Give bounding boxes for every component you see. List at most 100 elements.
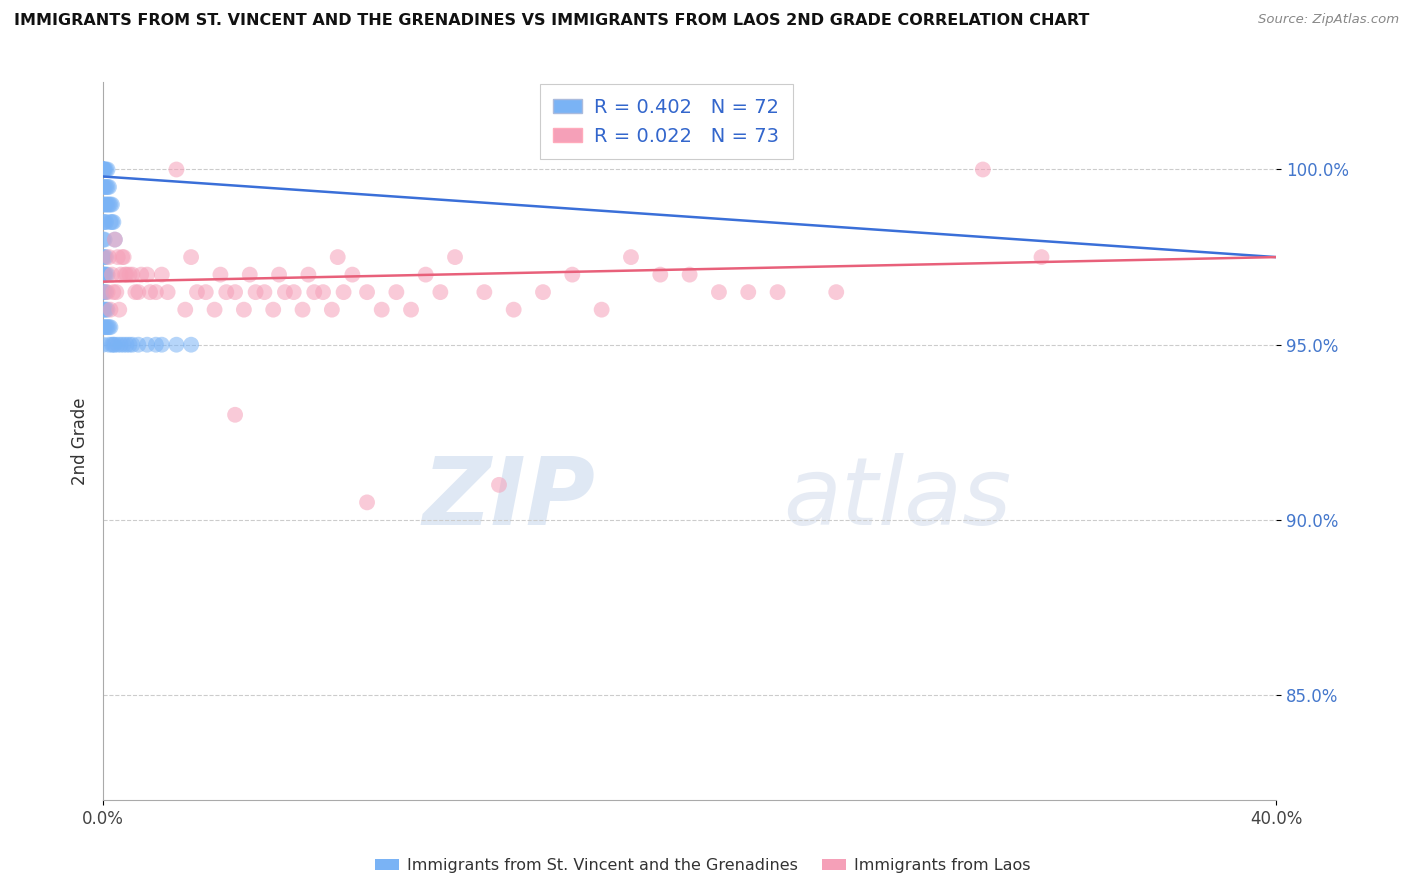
Point xyxy=(1031,250,1053,264)
Point xyxy=(174,302,197,317)
Point xyxy=(620,250,643,264)
Point xyxy=(96,302,118,317)
Point xyxy=(93,162,115,177)
Point xyxy=(156,285,179,300)
Point xyxy=(98,180,121,194)
Point xyxy=(385,285,408,300)
Text: IMMIGRANTS FROM ST. VINCENT AND THE GRENADINES VS IMMIGRANTS FROM LAOS 2ND GRADE: IMMIGRANTS FROM ST. VINCENT AND THE GREN… xyxy=(14,13,1090,29)
Point xyxy=(98,337,121,351)
Point xyxy=(94,320,117,334)
Point xyxy=(194,285,217,300)
Point xyxy=(127,285,149,300)
Point xyxy=(96,180,118,194)
Point xyxy=(103,337,125,351)
Point xyxy=(101,197,124,211)
Point xyxy=(100,197,122,211)
Point xyxy=(115,268,138,282)
Point xyxy=(165,337,187,351)
Point xyxy=(356,495,378,509)
Point xyxy=(444,250,467,264)
Point xyxy=(312,285,335,300)
Point xyxy=(321,302,343,317)
Point xyxy=(145,337,167,351)
Point xyxy=(429,285,451,300)
Point xyxy=(91,162,114,177)
Point xyxy=(94,285,117,300)
Point xyxy=(127,337,149,351)
Point xyxy=(93,215,115,229)
Legend: Immigrants from St. Vincent and the Grenadines, Immigrants from Laos: Immigrants from St. Vincent and the Gren… xyxy=(368,852,1038,880)
Point xyxy=(415,268,437,282)
Point xyxy=(531,285,554,300)
Point xyxy=(96,268,118,282)
Point xyxy=(114,268,136,282)
Point xyxy=(91,302,114,317)
Point xyxy=(204,302,226,317)
Text: Source: ZipAtlas.com: Source: ZipAtlas.com xyxy=(1258,13,1399,27)
Text: atlas: atlas xyxy=(783,453,1012,544)
Point xyxy=(124,285,146,300)
Point xyxy=(91,180,114,194)
Point xyxy=(96,285,118,300)
Point xyxy=(326,250,349,264)
Point xyxy=(93,250,115,264)
Point xyxy=(283,285,305,300)
Point xyxy=(150,337,173,351)
Point xyxy=(104,337,127,351)
Legend: R = 0.402   N = 72, R = 0.022   N = 73: R = 0.402 N = 72, R = 0.022 N = 73 xyxy=(540,85,793,160)
Point xyxy=(100,215,122,229)
Point xyxy=(136,268,159,282)
Point xyxy=(118,337,141,351)
Point xyxy=(93,162,115,177)
Point xyxy=(121,268,143,282)
Point xyxy=(93,197,115,211)
Point xyxy=(91,162,114,177)
Point xyxy=(104,233,127,247)
Point xyxy=(180,337,202,351)
Point xyxy=(91,162,114,177)
Point xyxy=(103,215,125,229)
Point xyxy=(488,478,510,492)
Point xyxy=(239,268,262,282)
Point xyxy=(107,337,129,351)
Point xyxy=(502,302,524,317)
Point xyxy=(118,268,141,282)
Point xyxy=(94,268,117,282)
Point xyxy=(96,162,118,177)
Point xyxy=(209,268,232,282)
Point xyxy=(104,233,127,247)
Point xyxy=(91,215,114,229)
Point xyxy=(297,268,319,282)
Point xyxy=(91,268,114,282)
Point xyxy=(98,320,121,334)
Point xyxy=(94,302,117,317)
Point xyxy=(112,337,135,351)
Point xyxy=(245,285,267,300)
Point xyxy=(145,285,167,300)
Point xyxy=(304,285,326,300)
Point xyxy=(94,180,117,194)
Point xyxy=(129,268,152,282)
Point xyxy=(150,268,173,282)
Point xyxy=(356,285,378,300)
Point xyxy=(93,180,115,194)
Point xyxy=(101,215,124,229)
Point xyxy=(91,250,114,264)
Point xyxy=(100,320,122,334)
Point xyxy=(91,285,114,300)
Point xyxy=(93,320,115,334)
Point xyxy=(274,285,297,300)
Point xyxy=(215,285,238,300)
Point xyxy=(766,285,789,300)
Point xyxy=(91,162,114,177)
Point xyxy=(94,197,117,211)
Point xyxy=(591,302,613,317)
Point xyxy=(94,250,117,264)
Point xyxy=(115,337,138,351)
Point xyxy=(332,285,354,300)
Point xyxy=(291,302,314,317)
Point xyxy=(121,337,143,351)
Point xyxy=(93,285,115,300)
Point xyxy=(101,268,124,282)
Point xyxy=(224,408,246,422)
